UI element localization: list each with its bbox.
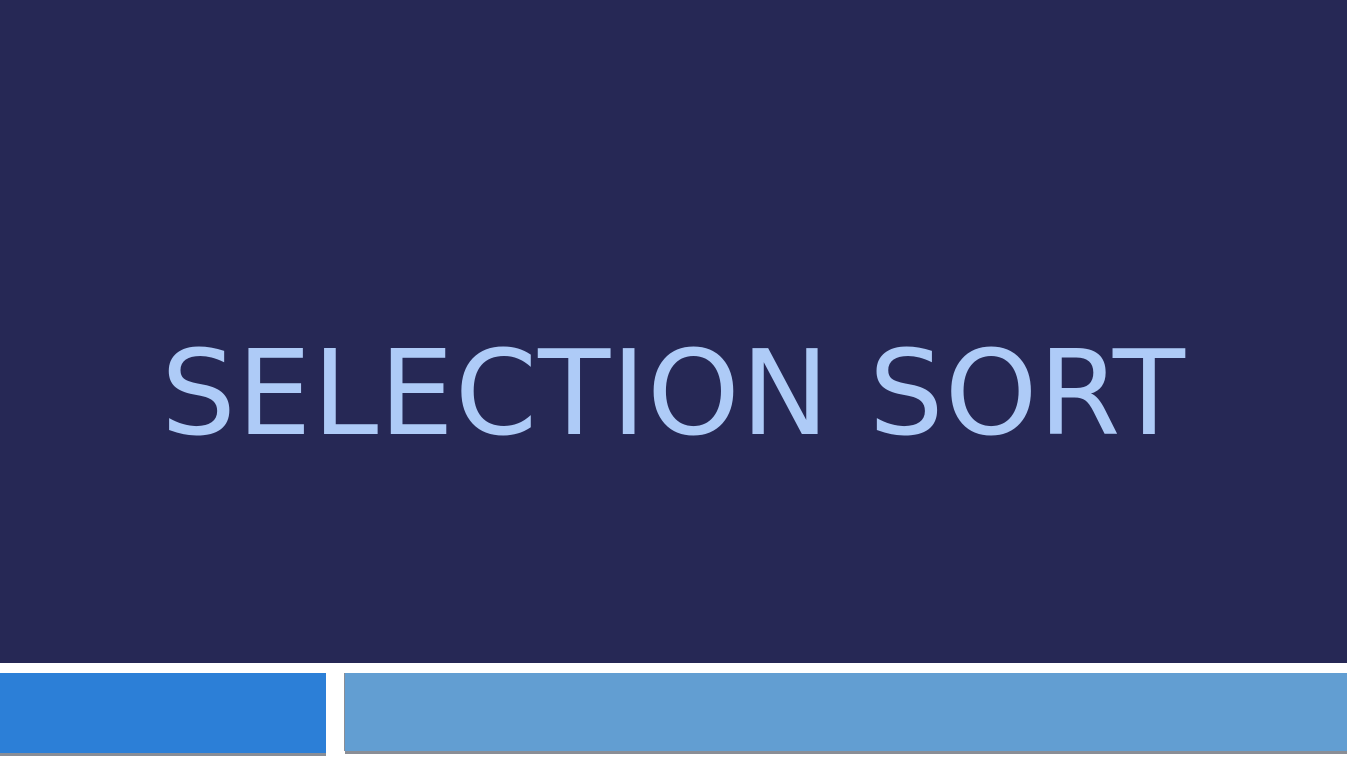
- slide-title: SELECTION SORT: [161, 324, 1186, 462]
- accent-bar-left: [0, 673, 326, 753]
- accent-bar-right: [345, 673, 1347, 751]
- title-band: SELECTION SORT: [0, 0, 1347, 663]
